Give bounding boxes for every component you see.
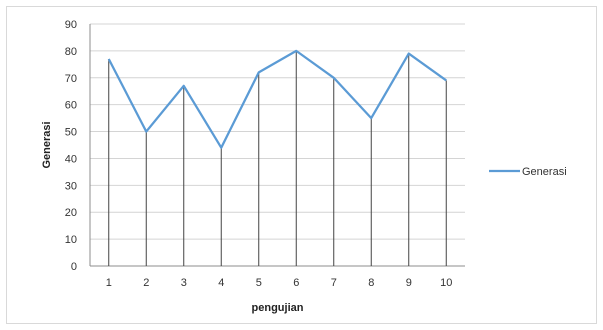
x-tick-label: 9	[406, 277, 412, 289]
x-tick-label: 5	[256, 277, 262, 289]
legend: Generasi	[489, 166, 567, 178]
y-tick-label: 60	[65, 100, 77, 112]
y-tick-label: 0	[71, 261, 77, 273]
legend-label: Generasi	[522, 166, 567, 178]
x-axis-ticks: 1 2 3 4 5 6 7 8 9 10	[106, 277, 453, 289]
x-tick-label: 2	[143, 277, 149, 289]
series-layer	[107, 49, 447, 149]
x-tick-label: 3	[181, 277, 187, 289]
x-tick-label: 8	[368, 277, 374, 289]
drop-lines	[108, 50, 447, 266]
y-tick-label: 70	[65, 73, 77, 85]
x-tick-label: 1	[106, 277, 112, 289]
chart-frame	[6, 6, 597, 324]
y-tick-label: 50	[65, 127, 77, 139]
x-tick-label: 6	[293, 277, 299, 289]
y-tick-label: 20	[65, 207, 77, 219]
y-tick-label: 10	[65, 234, 77, 246]
x-tick-label: 4	[218, 277, 224, 289]
y-tick-label: 30	[65, 180, 77, 192]
y-axis-title: Generasi	[41, 121, 53, 168]
y-tick-label: 80	[65, 46, 77, 58]
y-axis-ticks: 0 10 20 30 40 50 60 70 80 90	[65, 19, 77, 273]
x-tick-label: 7	[331, 277, 337, 289]
gridlines	[89, 23, 465, 267]
x-axis-title: pengujian	[252, 302, 304, 314]
x-tick-label: 10	[440, 277, 452, 289]
series-line-generasi	[107, 49, 447, 149]
y-tick-label: 40	[65, 153, 77, 165]
y-tick-label: 90	[65, 19, 77, 31]
